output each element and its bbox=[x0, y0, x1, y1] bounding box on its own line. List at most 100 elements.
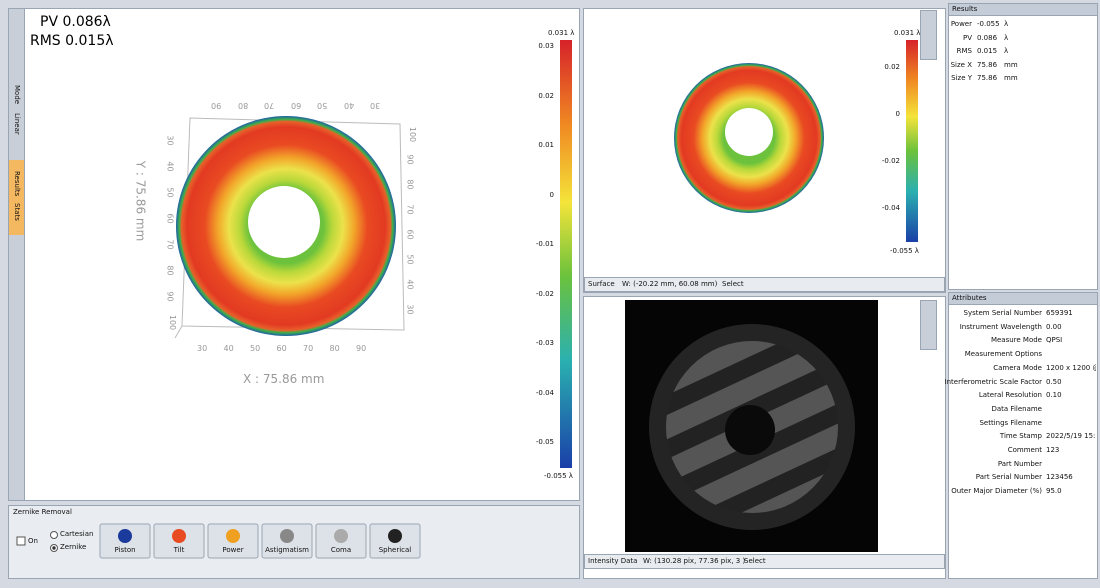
x-tick-label-top: 70 bbox=[264, 101, 275, 110]
x-tick-label: 30 bbox=[197, 344, 208, 353]
zernike-icon bbox=[118, 529, 132, 543]
y-tick-label-right: 30 bbox=[405, 304, 415, 315]
y-tick-label: 40 bbox=[165, 161, 175, 172]
colorbar-top-label: 0.031 λ bbox=[894, 29, 921, 37]
main-colorbar bbox=[560, 40, 572, 468]
side-tab: Results bbox=[13, 171, 21, 197]
side-tab: Stats bbox=[13, 203, 21, 221]
colorbar-tick-label: -0.02 bbox=[881, 157, 900, 165]
zernike-button-label: Coma bbox=[330, 546, 352, 554]
x-axis-label: X : 75.86 mm bbox=[243, 372, 325, 386]
result-value: 75.86 bbox=[977, 74, 998, 82]
result-label: Size Y bbox=[951, 74, 972, 82]
y-tick-label: 50 bbox=[165, 187, 175, 198]
attribute-label: Outer Major Diameter (%) bbox=[951, 487, 1042, 496]
x-tick-label: 60 bbox=[276, 344, 287, 353]
attributes-title-bar bbox=[948, 292, 1098, 305]
attribute-label: Settings Filename bbox=[979, 418, 1042, 427]
zernike-icons bbox=[16, 531, 58, 552]
attribute-label: Data Filename bbox=[991, 404, 1042, 413]
main-center-hole bbox=[248, 186, 320, 258]
y-tick-label-right: 90 bbox=[405, 154, 415, 165]
side-toolbar bbox=[8, 8, 25, 501]
zernike-icon bbox=[280, 529, 294, 543]
x-tick-label-top: 90 bbox=[211, 101, 222, 110]
y-tick-label-right: 80 bbox=[405, 179, 415, 190]
results-panel bbox=[948, 3, 1098, 290]
zernike-button-label: Astigmatism bbox=[265, 546, 309, 554]
zernike-icon bbox=[334, 529, 348, 543]
zernike-icon bbox=[388, 529, 402, 543]
result-value: 0.086 bbox=[977, 33, 998, 42]
rms-readout: RMS 0.015λ bbox=[30, 33, 114, 49]
colorbar-top-label: 0.031 λ bbox=[548, 29, 575, 37]
attribute-label: Instrument Wavelength bbox=[959, 322, 1042, 331]
colorbar-tick-label: 0.02 bbox=[884, 63, 900, 71]
zernike-button-label: Spherical bbox=[378, 546, 412, 554]
y-tick-label: 70 bbox=[165, 239, 175, 250]
y-tick-label-right: 40 bbox=[405, 279, 415, 290]
zernike-button-label: Piston bbox=[114, 546, 136, 554]
attribute-label: Comment bbox=[1007, 446, 1042, 454]
attribute-label: System Serial Number bbox=[963, 309, 1042, 317]
status-text: W: (130.28 pix, 77.36 pix, 3 ) bbox=[643, 557, 746, 565]
colorbar-bottom-label: -0.055 λ bbox=[544, 472, 573, 480]
result-unit: λ bbox=[1004, 47, 1009, 55]
y-tick-label: 60 bbox=[165, 213, 175, 224]
x-tick-label-top: 50 bbox=[317, 101, 328, 110]
attribute-value: 659391 bbox=[1046, 309, 1073, 317]
zernike-button-label: Tilt bbox=[173, 546, 185, 554]
status-text: Surface bbox=[588, 280, 615, 288]
attribute-label: Part Number bbox=[997, 459, 1042, 468]
colorbar-bottom-label: -0.055 λ bbox=[890, 247, 919, 255]
result-label: Size X bbox=[950, 60, 972, 69]
results-title-bar bbox=[948, 3, 1098, 16]
attribute-value: 2022/5/19 15:1 bbox=[1046, 432, 1096, 441]
attribute-value: 0.00 bbox=[1046, 322, 1062, 331]
attributes-panel bbox=[948, 292, 1098, 579]
intensity-toolbar bbox=[920, 300, 937, 350]
x-tick-label: 70 bbox=[303, 344, 314, 353]
status-text: W: (-20.22 mm, 60.08 mm) bbox=[622, 280, 718, 288]
y-axis-label: Y : 75.86 mm bbox=[133, 160, 148, 242]
colorbar-tick-label: -0.05 bbox=[535, 438, 554, 446]
colorbar-tick-label: -0.04 bbox=[535, 388, 554, 397]
colorbar-tick-label: 0.02 bbox=[538, 91, 554, 100]
radio-option: Zernike bbox=[60, 543, 87, 551]
y-tick-label: 80 bbox=[165, 265, 175, 276]
attribute-label: Camera Mode bbox=[993, 363, 1042, 372]
attribute-value: QPSI bbox=[1046, 336, 1063, 345]
surface-colorbar bbox=[906, 40, 918, 242]
result-unit: λ bbox=[1004, 20, 1009, 28]
result-unit: mm bbox=[1004, 74, 1018, 82]
colorbar-tick-label: 0 bbox=[549, 190, 554, 199]
result-unit: λ bbox=[1004, 33, 1009, 42]
attribute-value: 95.0 bbox=[1046, 487, 1062, 496]
result-value: 0.015 bbox=[977, 47, 998, 55]
result-label: RMS bbox=[956, 47, 972, 55]
attribute-label: Interferometric Scale Factor bbox=[944, 377, 1042, 386]
result-label: PV bbox=[962, 33, 972, 42]
radio-option: Cartesian bbox=[60, 530, 94, 538]
attribute-value: 0.50 bbox=[1046, 377, 1062, 386]
y-tick-label: 90 bbox=[165, 291, 175, 302]
side-tab-highlight bbox=[9, 160, 24, 235]
attribute-value: 0.10 bbox=[1046, 391, 1062, 400]
attribute-value: 123456 bbox=[1046, 473, 1073, 482]
x-tick-label: 50 bbox=[250, 344, 261, 353]
result-label: Power bbox=[950, 20, 972, 28]
attribute-label: Lateral Resolution bbox=[978, 391, 1042, 400]
colorbar-tick-label: 0.01 bbox=[538, 141, 554, 149]
colorbar-tick-label: -0.03 bbox=[535, 339, 554, 347]
y-tick-label: 30 bbox=[165, 135, 175, 146]
attribute-label: Time Stamp bbox=[999, 432, 1042, 441]
attribute-value: 123 bbox=[1046, 446, 1060, 454]
surface-center-hole bbox=[725, 108, 773, 156]
x-tick-label: 90 bbox=[356, 344, 367, 353]
result-value: -0.055 bbox=[977, 20, 1000, 28]
result-unit: mm bbox=[1004, 60, 1018, 69]
side-tab: Mode bbox=[13, 85, 21, 105]
zernike-icon bbox=[226, 529, 240, 543]
panel-title: Attributes bbox=[952, 294, 987, 302]
